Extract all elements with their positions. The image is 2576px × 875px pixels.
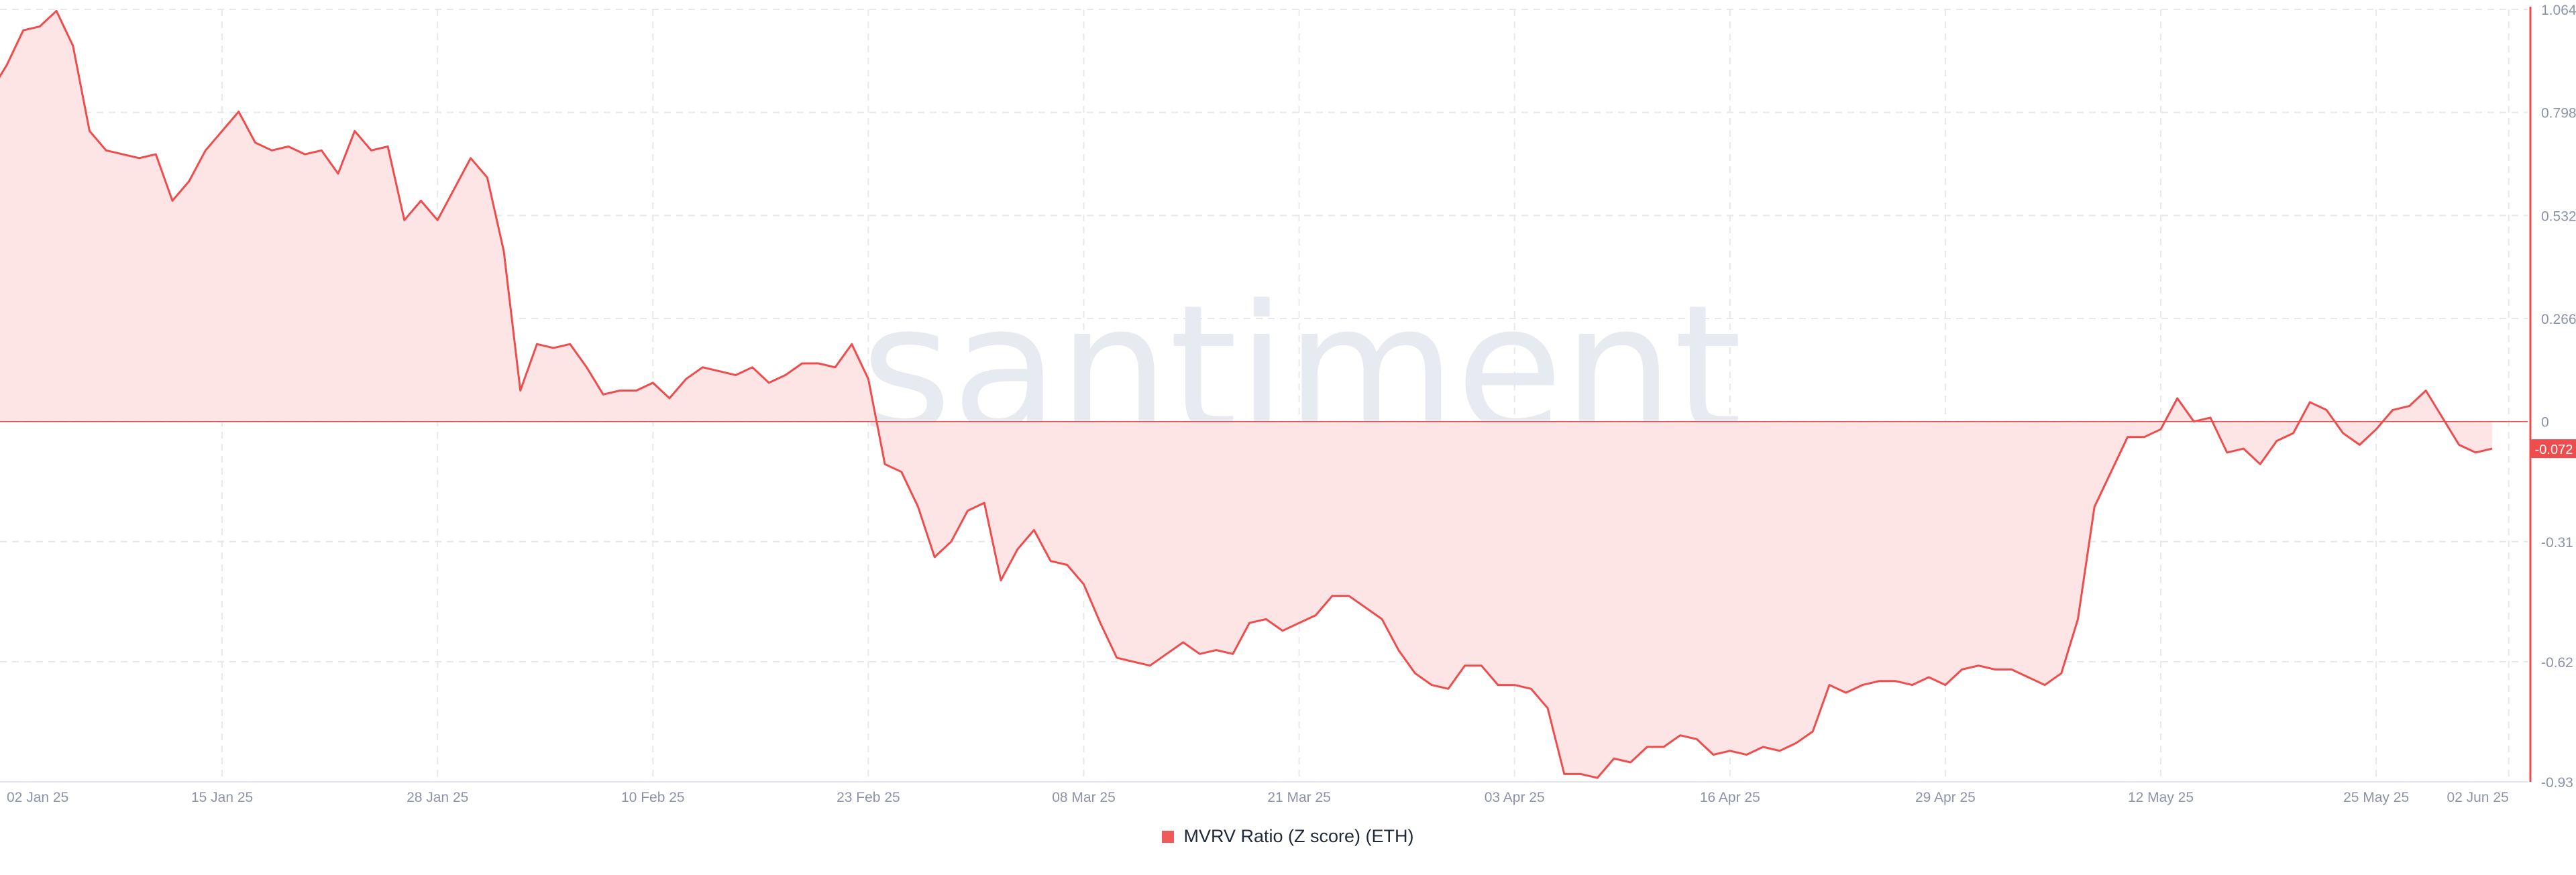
x-axis-ticks: 02 Jan 25 15 Jan 25 28 Jan 25 10 Feb 25 23 F… (7, 790, 2509, 805)
area-fill (0, 11, 2492, 778)
series-line-group (0, 9, 2493, 779)
grid-lines (0, 9, 2528, 782)
x-tick-label: 25 May 25 (2343, 790, 2409, 805)
x-tick-label: 23 Feb 25 (837, 790, 900, 805)
y-tick-label: -0.62 (2541, 655, 2573, 670)
x-tick-label: 21 Mar 25 (1267, 790, 1331, 805)
series-line (0, 9, 2493, 779)
x-tick-label: 02 Jun 25 (2447, 790, 2508, 805)
y-axis-ticks: 1.064 0.798 0.532 0.266 0 -0.31 -0.62 -0.93 (2541, 3, 2576, 791)
legend-label: MVRV Ratio (Z score) (ETH) (1183, 826, 1414, 846)
x-tick-label: 10 Feb 25 (621, 790, 685, 805)
legend[interactable]: MVRV Ratio (Z score) (ETH) (0, 826, 2576, 847)
y-tick-label: 0.798 (2541, 106, 2576, 121)
x-tick-label: 29 Apr 25 (1915, 790, 1976, 805)
x-tick-label: 02 Jan 25 (7, 790, 68, 805)
x-tick-label: 28 Jan 25 (407, 790, 468, 805)
last-value-badge-bg (2530, 439, 2576, 459)
x-tick-label: 15 Jan 25 (191, 790, 253, 805)
legend-swatch (1162, 830, 1175, 843)
y-tick-label: 0 (2541, 415, 2549, 430)
x-tick-label: 08 Mar 25 (1052, 790, 1116, 805)
y-tick-label: 0.266 (2541, 312, 2576, 327)
x-tick-label: 16 Apr 25 (1700, 790, 1760, 805)
y-tick-label: -0.31 (2541, 535, 2573, 550)
last-value-badge: -0.072 (2530, 439, 2576, 459)
area-path (0, 11, 2492, 778)
x-tick-label: 12 May 25 (2128, 790, 2194, 805)
y-tick-label: 1.064 (2541, 3, 2576, 18)
y-tick-label: 0.532 (2541, 209, 2576, 224)
x-tick-label: 03 Apr 25 (1485, 790, 1545, 805)
y-tick-label: -0.93 (2541, 775, 2573, 791)
last-value-label: -0.072 (2535, 443, 2573, 457)
